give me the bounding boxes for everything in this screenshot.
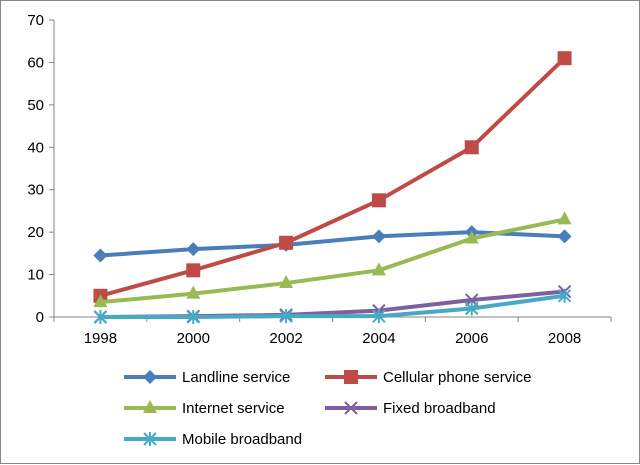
landline-service-point	[186, 242, 201, 257]
internet-service-point	[93, 294, 108, 308]
cellular-phone-service-point	[371, 193, 386, 208]
landline-service-point	[371, 229, 386, 244]
y-tick-label: 30	[27, 182, 44, 199]
legend-label-cellular-phone-service: Cellular phone service	[383, 369, 531, 386]
legend-marker-internet-service	[143, 400, 157, 413]
cellular-phone-service-line	[99, 56, 566, 298]
legend-marker-fixed-broadband	[344, 401, 358, 415]
landline-service-point	[93, 248, 108, 263]
mobile-broadband-point	[186, 310, 200, 324]
internet-service-point	[464, 230, 479, 244]
landline-service-line	[100, 230, 565, 258]
mobile-broadband-point	[279, 309, 293, 324]
y-tick-label: 50	[27, 97, 44, 114]
legend-label-mobile-broadband: Mobile broadband	[182, 431, 302, 448]
cellular-phone-service-point	[557, 51, 572, 66]
x-tick-label: 2002	[269, 330, 302, 347]
y-tick-label: 20	[27, 224, 44, 241]
legend-marker-mobile-broadband	[143, 432, 157, 446]
y-tick-label: 40	[27, 139, 44, 156]
internet-service-point	[557, 211, 572, 225]
legend-label-landline-service: Landline service	[182, 369, 290, 386]
y-tick-label: 0	[36, 309, 44, 326]
internet-service-point	[371, 262, 386, 276]
x-tick-label: 2008	[548, 330, 581, 347]
mobile-broadband-point	[93, 310, 108, 324]
landline-service-point	[557, 229, 572, 244]
legend-label-internet-service: Internet service	[182, 400, 285, 417]
cellular-phone-service-point	[464, 140, 479, 155]
mobile-broadband-point	[465, 301, 479, 316]
internet-service-point	[279, 275, 294, 289]
legend-label-fixed-broadband: Fixed broadband	[383, 400, 496, 417]
internet-service-line	[100, 217, 565, 305]
legend-marker-cellular-phone-service	[344, 370, 358, 384]
x-tick-label: 2006	[455, 330, 488, 347]
cellular-phone-service-point	[279, 235, 294, 250]
y-tick-label: 70	[27, 12, 44, 29]
legend-marker-landline-service	[143, 370, 157, 384]
x-tick-label: 2004	[362, 330, 395, 347]
mobile-broadband-point	[557, 288, 572, 303]
y-tick-label: 10	[27, 267, 44, 284]
mobile-broadband-point	[372, 309, 386, 324]
cellular-phone-service-point	[186, 263, 201, 278]
x-tick-label: 2000	[177, 330, 210, 347]
y-tick-label: 60	[27, 54, 44, 71]
mobile-broadband-line	[100, 293, 565, 319]
x-tick-label: 1998	[84, 330, 117, 347]
internet-service-point	[186, 285, 201, 299]
